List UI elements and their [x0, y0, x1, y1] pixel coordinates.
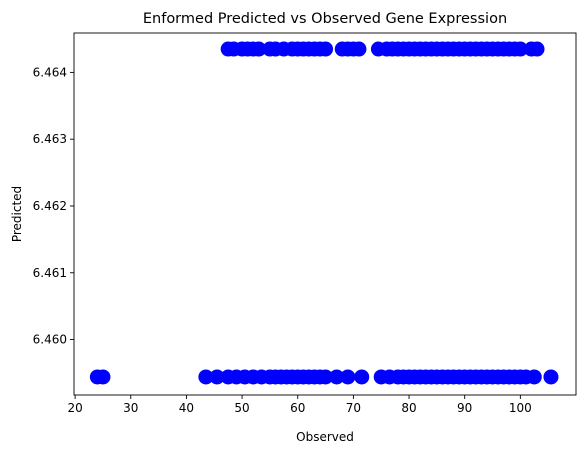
data-point: [526, 369, 542, 385]
data-point: [318, 369, 334, 385]
data-point: [512, 41, 528, 57]
y-axis-label: Predicted: [10, 186, 24, 242]
x-axis-ticks: 20 30 40 50 60 70 80 90 100: [67, 395, 532, 415]
data-point: [543, 369, 559, 385]
y-tick-label: 6.462: [33, 199, 67, 213]
data-point: [354, 369, 370, 385]
data-points: [89, 41, 559, 385]
x-tick-label: 60: [290, 401, 305, 415]
data-point: [318, 41, 334, 57]
x-tick-label: 40: [179, 401, 194, 415]
x-tick-label: 100: [509, 401, 532, 415]
y-tick-label: 6.460: [33, 333, 67, 347]
x-axis-label: Observed: [296, 430, 354, 444]
data-point: [209, 369, 225, 385]
chart-title: Enformed Predicted vs Observed Gene Expr…: [143, 11, 507, 27]
y-tick-label: 6.464: [33, 65, 67, 79]
y-tick-label: 6.463: [33, 132, 67, 146]
x-tick-label: 70: [346, 401, 361, 415]
x-tick-label: 30: [123, 401, 138, 415]
data-point: [251, 41, 267, 57]
x-tick-label: 90: [457, 401, 472, 415]
x-tick-label: 50: [234, 401, 249, 415]
x-tick-label: 20: [67, 401, 82, 415]
y-tick-label: 6.461: [33, 266, 67, 280]
data-point: [529, 41, 545, 57]
plot-frame: [73, 32, 577, 396]
y-axis-ticks: 6.460 6.461 6.462 6.463 6.464: [33, 65, 74, 347]
data-point: [351, 41, 367, 57]
x-tick-label: 80: [401, 401, 416, 415]
data-point: [198, 369, 214, 385]
data-point: [340, 369, 356, 385]
data-point: [329, 369, 345, 385]
data-point: [95, 369, 111, 385]
